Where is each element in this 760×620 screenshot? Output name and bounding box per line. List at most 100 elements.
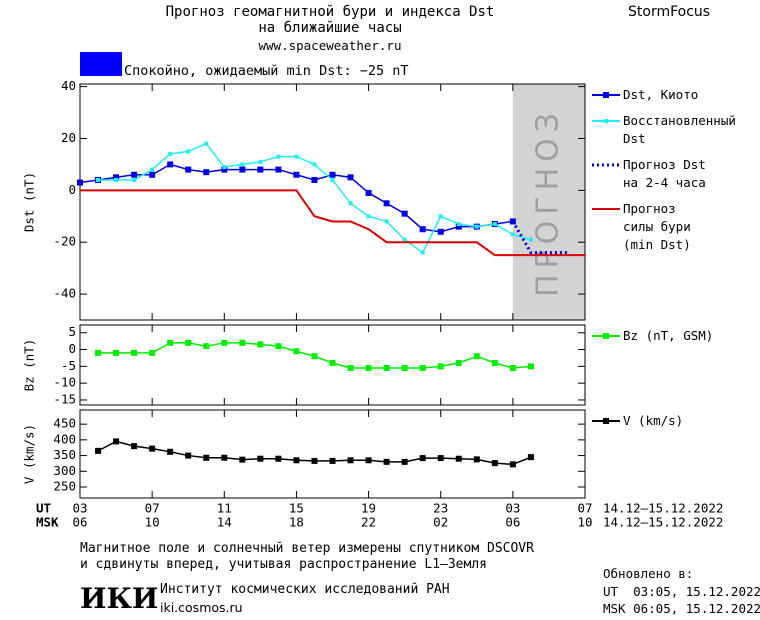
y-axis-label: Dst (nT) (22, 172, 37, 232)
marker (239, 456, 246, 463)
marker (131, 349, 138, 356)
y-tick-label: 0 (68, 341, 76, 356)
y-tick-label: 40 (61, 78, 76, 93)
marker (510, 232, 515, 237)
marker (312, 162, 317, 167)
x-tick-label: 14 (217, 515, 232, 530)
marker (366, 214, 371, 219)
y-tick-label: 300 (53, 463, 76, 478)
marker (329, 171, 336, 178)
y-tick-label: 250 (53, 479, 76, 494)
y-tick-label: 450 (53, 416, 76, 431)
marker (167, 161, 174, 168)
marker (294, 154, 299, 159)
marker (527, 363, 534, 370)
marker (419, 455, 426, 462)
x-tick-label: 02 (433, 515, 448, 530)
marker (401, 210, 408, 217)
marker (275, 166, 282, 173)
marker (203, 454, 210, 461)
legend-marker (604, 119, 608, 123)
y-tick-label: -5 (61, 358, 76, 373)
marker (113, 438, 120, 445)
marker (455, 223, 462, 230)
marker (185, 339, 192, 346)
site: iki.cosmos.ru (160, 600, 243, 615)
marker (438, 214, 443, 219)
marker (258, 159, 263, 164)
marker (420, 250, 425, 255)
status: Спокойно, ожидаемый min Dst: −25 nT (124, 63, 409, 79)
legend-label: Прогноз силы бури (min Dst) (623, 201, 691, 252)
x-tick-label: 18 (289, 515, 304, 530)
marker (474, 224, 479, 229)
marker (185, 452, 192, 459)
marker (221, 339, 228, 346)
marker (437, 228, 444, 235)
marker (257, 341, 264, 348)
marker (347, 457, 354, 464)
marker (149, 349, 156, 356)
legend-marker (603, 92, 609, 98)
marker (113, 349, 120, 356)
marker (275, 455, 282, 462)
marker (419, 226, 426, 233)
marker (347, 174, 354, 181)
title: Прогноз геомагнитной бури и индекса Dst … (165, 4, 495, 36)
marker (311, 353, 318, 360)
marker (132, 177, 137, 182)
x-tick-label: 22 (361, 515, 376, 530)
marker (311, 176, 318, 183)
x-tick-label: 07 (145, 501, 160, 516)
marker (239, 166, 246, 173)
marker (275, 343, 282, 350)
legend-label: V (km/s) (623, 413, 684, 428)
y-tick-label: -40 (53, 286, 76, 301)
x-tick-label: 19 (361, 501, 376, 516)
marker (257, 455, 264, 462)
marker (329, 359, 336, 366)
marker (113, 174, 120, 181)
x-dates: 14.12–15.12.2022 (603, 501, 723, 516)
marker (239, 339, 246, 346)
marker (455, 359, 462, 366)
institute: Институт космических исследований РАН (160, 582, 450, 597)
y-tick-label: -10 (53, 375, 76, 390)
series-line (80, 189, 585, 257)
y-tick-label: -20 (53, 234, 76, 249)
marker (473, 353, 480, 360)
status-box (80, 52, 122, 76)
y-tick-label: 0 (68, 182, 76, 197)
marker (114, 177, 119, 182)
marker (311, 457, 318, 464)
legend-label: Прогноз Dst на 2-4 часа (623, 157, 706, 190)
marker (96, 177, 101, 182)
marker (77, 179, 83, 186)
marker (257, 166, 264, 173)
marker (221, 454, 228, 461)
x-tick-label: 06 (505, 515, 520, 530)
marker (365, 365, 372, 372)
legend-label: Dst, Киото (623, 87, 699, 102)
marker (168, 152, 173, 157)
marker (348, 201, 353, 206)
marker (383, 365, 390, 372)
marker (222, 164, 227, 169)
y-tick-label: -15 (53, 391, 76, 406)
x-tick-label: 23 (433, 501, 448, 516)
marker (383, 458, 390, 465)
forecast-label: прогноз (530, 107, 565, 297)
marker (203, 169, 210, 176)
marker (527, 454, 534, 461)
frame (79, 409, 586, 499)
marker (293, 171, 300, 178)
y-axis-label: Bz (nT) (22, 339, 37, 392)
marker (365, 457, 372, 464)
y-tick-label: 400 (53, 431, 76, 446)
marker (131, 443, 138, 450)
y-tick-label: 5 (68, 324, 76, 339)
marker (384, 219, 389, 224)
marker (186, 149, 191, 154)
marker (347, 365, 354, 372)
